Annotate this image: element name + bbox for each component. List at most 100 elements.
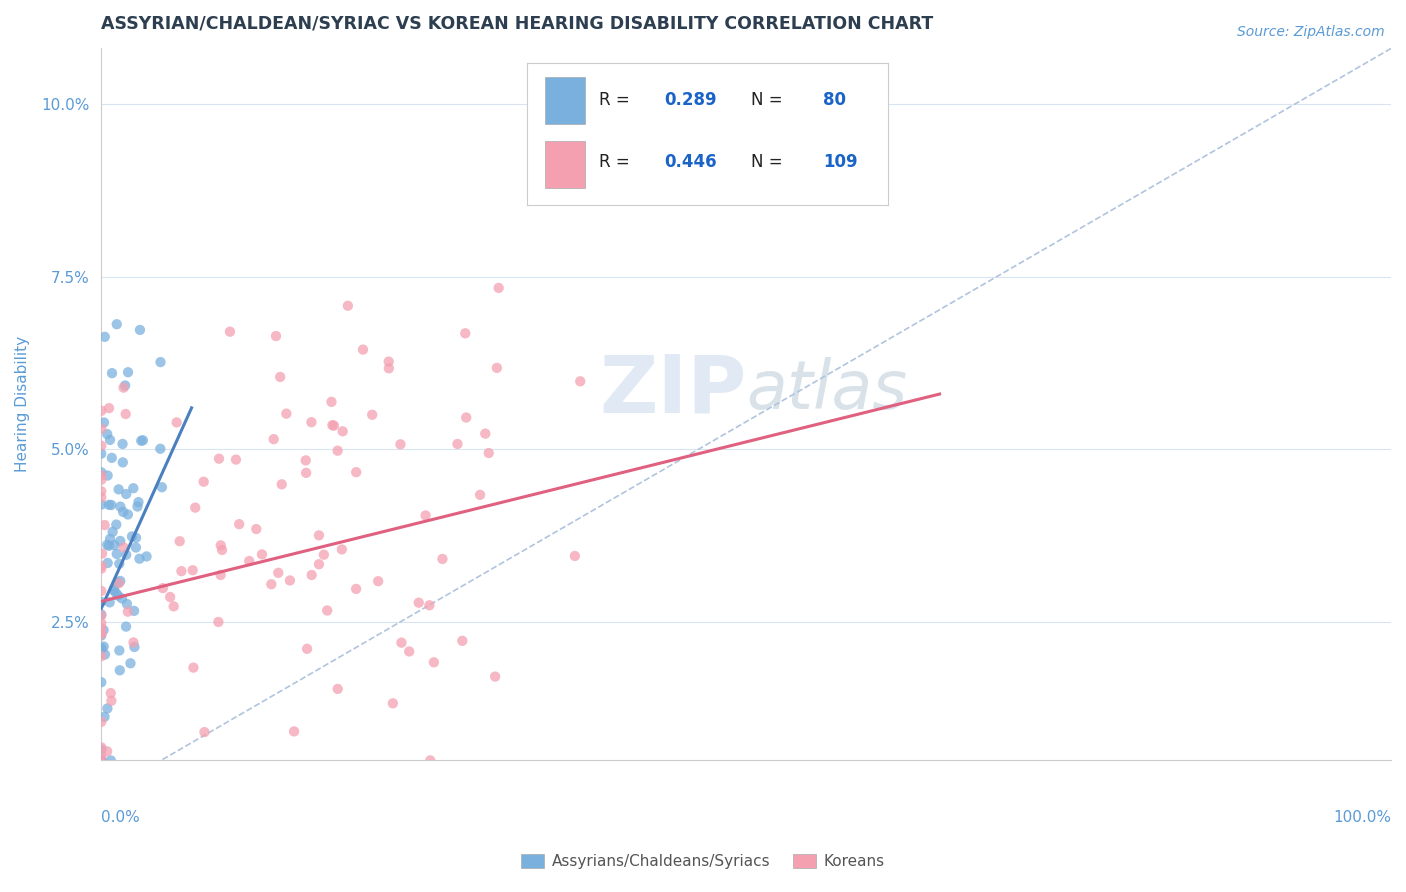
Point xyxy=(260,577,283,591)
Point xyxy=(115,597,138,611)
Point xyxy=(107,575,129,590)
Point xyxy=(294,453,316,467)
Point xyxy=(101,450,124,465)
Point xyxy=(263,432,285,446)
Point xyxy=(90,404,112,418)
Point xyxy=(484,670,506,684)
Point xyxy=(418,599,440,613)
Point xyxy=(90,640,112,655)
Point xyxy=(122,635,145,649)
Point xyxy=(90,753,112,767)
Point xyxy=(121,529,143,543)
Point xyxy=(98,539,121,553)
Point xyxy=(90,641,112,656)
Point xyxy=(270,477,292,491)
Point xyxy=(398,644,420,658)
Point xyxy=(108,643,131,657)
Point xyxy=(468,488,491,502)
Point xyxy=(96,427,118,442)
Point xyxy=(90,468,112,483)
Point xyxy=(98,433,121,447)
Point xyxy=(90,753,112,767)
Point xyxy=(250,548,273,562)
Point xyxy=(96,538,118,552)
Point xyxy=(105,317,128,331)
Text: 100.0%: 100.0% xyxy=(1333,810,1391,825)
Point xyxy=(478,446,501,460)
Point xyxy=(332,425,354,439)
Point xyxy=(115,619,138,633)
Point xyxy=(97,468,120,483)
Point xyxy=(107,483,129,497)
Point xyxy=(149,442,172,456)
Point xyxy=(117,365,139,379)
Point xyxy=(269,370,291,384)
Point xyxy=(135,549,157,564)
Point xyxy=(115,487,138,501)
Point xyxy=(90,465,112,479)
Point xyxy=(93,330,115,344)
Point xyxy=(209,568,232,582)
Point xyxy=(308,558,330,572)
Point xyxy=(90,628,112,642)
Point xyxy=(308,528,330,542)
Point xyxy=(100,686,122,700)
Point xyxy=(299,415,322,429)
Point xyxy=(295,641,318,656)
Point xyxy=(321,394,343,409)
Point xyxy=(90,740,112,755)
Point xyxy=(321,418,343,433)
Point xyxy=(295,466,318,480)
Point xyxy=(93,416,115,430)
Point xyxy=(122,481,145,495)
Point xyxy=(326,681,349,696)
Point xyxy=(93,640,115,654)
Point xyxy=(128,551,150,566)
Point xyxy=(432,552,454,566)
Point xyxy=(149,355,172,369)
Point xyxy=(93,710,115,724)
Point xyxy=(90,608,112,623)
Point xyxy=(564,549,586,563)
Point xyxy=(378,361,401,376)
Point xyxy=(101,366,124,380)
Point xyxy=(361,408,384,422)
Point xyxy=(90,484,112,499)
Point xyxy=(90,439,112,453)
Point xyxy=(103,538,125,552)
Point xyxy=(456,410,478,425)
Point xyxy=(166,416,188,430)
Point xyxy=(90,675,112,690)
Point xyxy=(183,660,205,674)
Point xyxy=(122,604,145,618)
Point xyxy=(108,576,131,591)
Point xyxy=(150,480,173,494)
Point xyxy=(100,753,122,767)
Point xyxy=(330,542,353,557)
Point xyxy=(181,563,204,577)
Point xyxy=(90,447,112,461)
Text: ASSYRIAN/CHALDEAN/SYRIAC VS KOREAN HEARING DISABILITY CORRELATION CHART: ASSYRIAN/CHALDEAN/SYRIAC VS KOREAN HEARI… xyxy=(101,15,934,33)
Point xyxy=(322,418,344,433)
Point xyxy=(117,508,139,522)
Point xyxy=(159,590,181,604)
Point xyxy=(115,548,138,562)
Point xyxy=(129,434,152,448)
Point xyxy=(219,325,242,339)
Point xyxy=(381,696,404,710)
Point xyxy=(103,582,125,597)
Point xyxy=(112,541,135,555)
Point xyxy=(90,626,112,640)
Point xyxy=(94,648,117,662)
Point xyxy=(105,547,128,561)
Point xyxy=(107,589,129,603)
Point xyxy=(97,498,120,512)
Point xyxy=(569,374,592,388)
Point xyxy=(344,465,367,479)
Point xyxy=(90,583,112,598)
Point xyxy=(90,473,112,487)
Point xyxy=(278,574,301,588)
Point xyxy=(90,498,112,512)
Text: ZIP: ZIP xyxy=(599,351,747,429)
Point xyxy=(111,591,134,606)
